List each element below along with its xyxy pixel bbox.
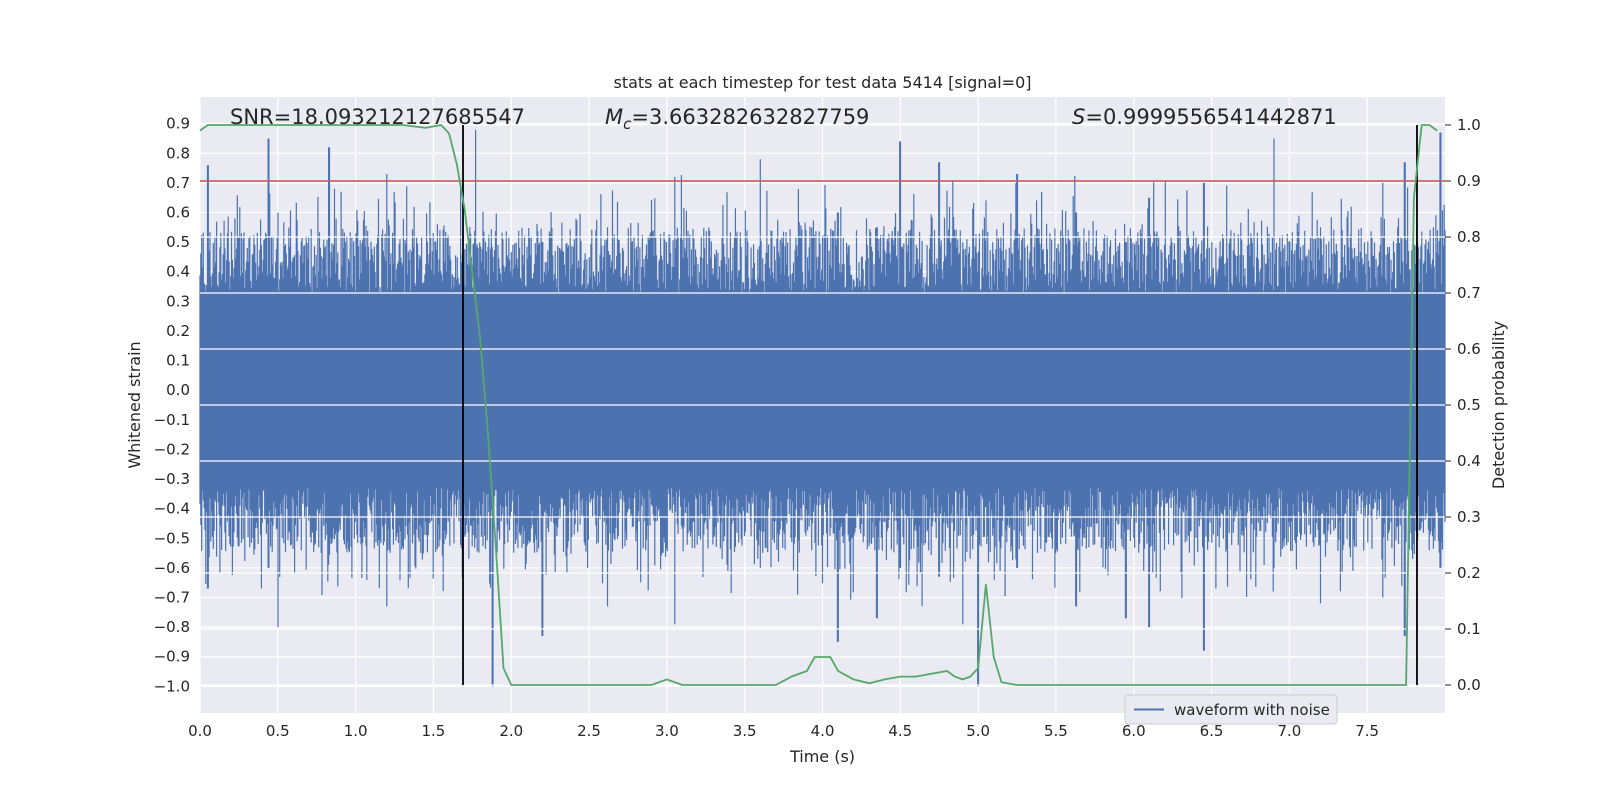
chirp-mass-symbol: M: [605, 105, 623, 129]
x-tick-label-11: 5.5: [1044, 722, 1068, 740]
x-tick-label-6: 3.0: [655, 722, 679, 740]
chirp-mass-value: =3.663282632827759: [631, 105, 869, 129]
x-tick-label-14: 7.0: [1277, 722, 1301, 740]
x-tick-label-15: 7.5: [1355, 722, 1379, 740]
score-annotation: S=0.9999556541442871: [1072, 105, 1337, 129]
y-right-tick-label-9: 0.9: [1457, 172, 1481, 190]
y-tick-label-14: 0.4: [166, 263, 190, 281]
y-right-tick-label-6: 0.6: [1457, 340, 1481, 358]
y-tick-label-3: −0.7: [154, 589, 190, 607]
y-tick-label-7: −0.3: [154, 470, 190, 488]
overlay: [199, 124, 1445, 686]
x-tick-label-4: 2.0: [499, 722, 523, 740]
x-axis-label: Time (s): [789, 747, 855, 766]
y-axis-label: Whitened strain: [125, 341, 144, 468]
score-value: =0.9999556541442871: [1085, 105, 1336, 129]
y-tick-label-19: 0.9: [166, 115, 190, 133]
x-tick-label-2: 1.0: [344, 722, 368, 740]
waveform-core-band: [200, 292, 1445, 488]
x-tick-label-9: 4.5: [888, 722, 912, 740]
y-tick-label-16: 0.6: [166, 204, 190, 222]
axes: 0.0 0.5 1.0 1.5 2.0 2.5 3.0 3.5 4.0 4.5 5.0 5.5 6.0 6…: [154, 115, 1481, 740]
y-right-tick-label-2: 0.2: [1457, 564, 1481, 582]
probability-line: [199, 124, 1438, 686]
y-right-tick-label-5: 0.5: [1457, 396, 1481, 414]
y-right-tick-label-0: 0.0: [1457, 676, 1481, 694]
snr-annotation: SNR=18.093212127685547: [230, 105, 525, 129]
y-axis-right-label: Detection probability: [1489, 321, 1508, 489]
x-tick-label-12: 6.0: [1122, 722, 1146, 740]
chirp-mass-annotation: Mc=3.663282632827759: [605, 105, 869, 133]
y-right-tick-label-7: 0.7: [1457, 284, 1481, 302]
y-tick-label-11: 0.1: [166, 352, 190, 370]
legend-box: [1124, 694, 1338, 725]
x-tick-label-13: 6.5: [1200, 722, 1224, 740]
chart-title: stats at each timestep for test data 541…: [613, 73, 1031, 92]
y-tick-label-17: 0.7: [166, 174, 190, 192]
y-right-tick-label-10: 1.0: [1457, 116, 1481, 134]
legend-label-waveform: waveform with noise: [1174, 701, 1330, 719]
legend: waveform with noise: [1124, 694, 1338, 725]
y-right-tick-label-3: 0.3: [1457, 508, 1481, 526]
y-right-tick-label-4: 0.4: [1457, 452, 1481, 470]
y-right-tick-label-8: 0.8: [1457, 228, 1481, 246]
y-tick-label-10: 0.0: [166, 381, 190, 399]
y-tick-label-9: −0.1: [154, 411, 190, 429]
y-tick-label-15: 0.5: [166, 233, 190, 251]
x-tick-label-3: 1.5: [422, 722, 446, 740]
y-tick-label-18: 0.8: [166, 144, 190, 162]
x-tick-label-5: 2.5: [577, 722, 601, 740]
x-tick-label-8: 4.0: [811, 722, 835, 740]
y-tick-label-12: 0.2: [166, 322, 190, 340]
y-right-tick-label-1: 0.1: [1457, 620, 1481, 638]
y-tick-label-2: −0.8: [154, 618, 190, 636]
y-tick-label-13: 0.3: [166, 292, 190, 310]
y-tick-label-1: −0.9: [154, 648, 190, 666]
chirp-mass-subscript: c: [623, 115, 632, 133]
waveform-series: [199, 129, 1446, 687]
y-tick-label-6: −0.4: [154, 500, 190, 518]
y-tick-label-8: −0.2: [154, 440, 190, 458]
x-tick-label-10: 5.0: [966, 722, 990, 740]
x-tick-label-7: 3.5: [733, 722, 757, 740]
y-tick-label-0: −1.0: [154, 677, 190, 695]
x-tick-label-0: 0.0: [188, 722, 212, 740]
y-tick-label-4: −0.6: [154, 559, 190, 577]
x-tick-label-1: 0.5: [266, 722, 290, 740]
y-tick-label-5: −0.5: [154, 529, 190, 547]
score-symbol: S: [1072, 105, 1085, 129]
